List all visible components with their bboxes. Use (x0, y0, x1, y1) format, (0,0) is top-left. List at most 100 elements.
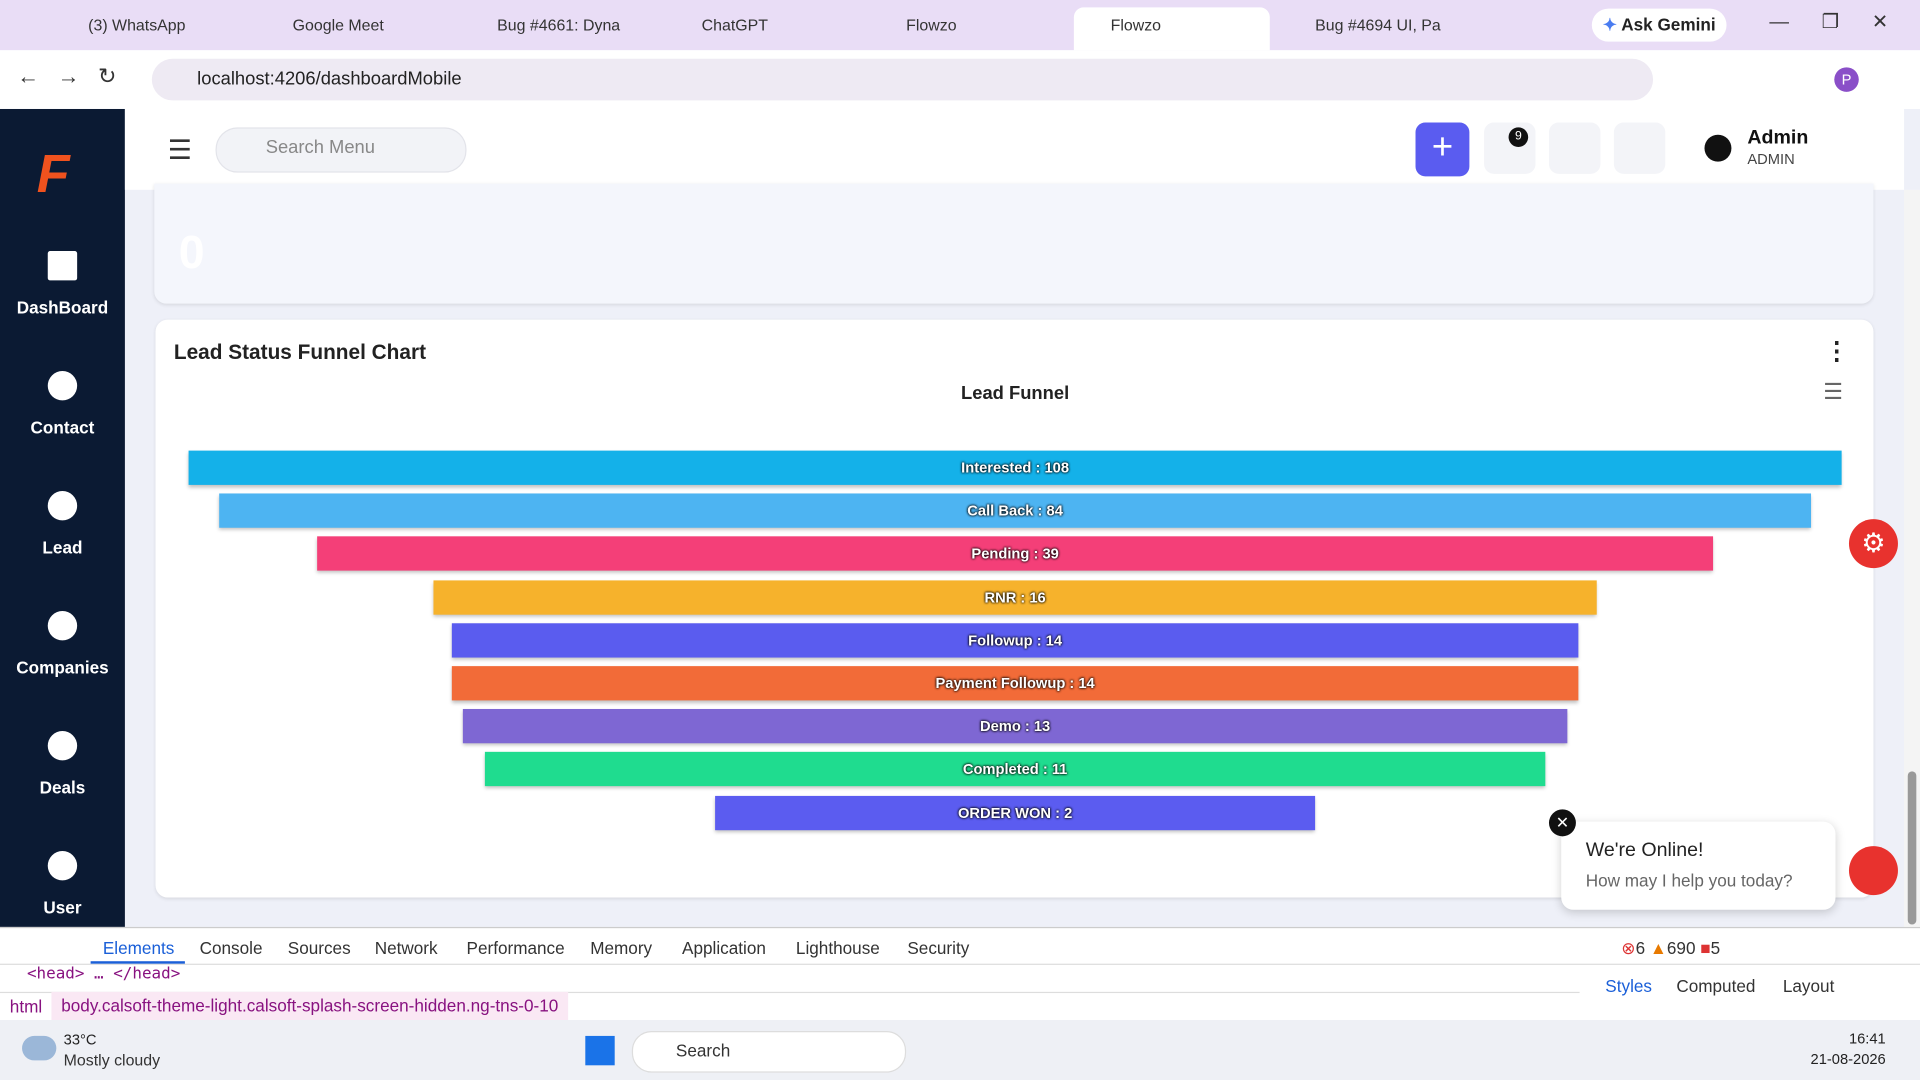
funnel-segment (451, 666, 1579, 701)
sidebar-icon (47, 731, 78, 761)
scroll-thumb[interactable] (1907, 771, 1917, 925)
sidebar-item[interactable]: Deals (39, 777, 86, 798)
sidebar-icon (47, 491, 78, 521)
funnel-label: Payment Followup : 14 (935, 674, 1095, 692)
styles-pane-tab[interactable]: Styles (1605, 975, 1652, 996)
browser-tab[interactable]: Google Meet (292, 15, 384, 35)
funnel-label: Followup : 14 (968, 631, 1063, 649)
funnel-label: Completed : 11 (962, 760, 1068, 779)
clock-time: 16:41 (1848, 1029, 1886, 1047)
funnel-label: Demo : 13 (979, 717, 1051, 735)
chat-close[interactable]: ✕ (1548, 809, 1576, 837)
chat-subtitle: How may I help you today? (1585, 870, 1793, 891)
issue-count: 5 (1710, 937, 1721, 958)
devtools-tab[interactable]: Lighthouse (795, 937, 880, 958)
active-tab (1073, 7, 1270, 51)
card-title: Lead Status Funnel Chart (173, 340, 427, 364)
counts[interactable]: ⊗6 ▲690 ■5 (1621, 937, 1721, 958)
sidebar-icon (47, 371, 78, 401)
sidebar-icon (47, 611, 78, 641)
cart-button[interactable] (1548, 122, 1601, 174)
devtools-tab[interactable]: Network (374, 937, 438, 958)
devtools-tab[interactable]: Console (199, 937, 263, 958)
sidebar-item[interactable]: User (43, 897, 82, 918)
browser-tab[interactable]: Bug #4694 UI, Pa (1315, 15, 1441, 35)
crumb[interactable]: body.calsoft-theme-light.calsoft-splash-… (51, 991, 569, 1021)
taskbar-search[interactable] (631, 1031, 907, 1073)
funnel-segment (451, 623, 1579, 658)
funnel-segment (715, 795, 1316, 830)
chart-export-menu[interactable]: ☰ (1823, 379, 1844, 405)
devtools-tab[interactable]: Sources (287, 937, 351, 958)
search-placeholder: Search Menu (265, 137, 375, 158)
user-avatar[interactable] (1704, 134, 1732, 162)
omnibox[interactable] (151, 58, 1654, 101)
menu-toggle[interactable]: ☰ (167, 134, 192, 166)
browser-tab[interactable]: Bug #4661: Dyna (497, 15, 621, 35)
funnel-label: ORDER WON : 2 (957, 803, 1073, 822)
taskbar-search-label: Search (675, 1040, 731, 1061)
settings-fab[interactable]: ⚙ (1848, 519, 1898, 569)
devtools-tab[interactable]: Memory (590, 937, 653, 958)
weather: Mostly cloudy (63, 1050, 161, 1069)
crumb[interactable]: html (9, 996, 43, 1017)
funnel-segment (317, 536, 1714, 572)
warning-count: 690 (1666, 937, 1696, 958)
add-button[interactable]: + (1415, 122, 1470, 177)
logo: F (36, 144, 70, 205)
funnel-label: Call Back : 84 (967, 502, 1063, 520)
styles-pane-tab[interactable]: Layout (1782, 975, 1835, 996)
browser-tab[interactable]: (3) WhatsApp (88, 15, 186, 35)
clock-date: 21-08-2026 (1810, 1050, 1886, 1068)
search-box[interactable] (215, 127, 467, 173)
dom-node[interactable]: <head> … </head> (26, 964, 181, 984)
start-button[interactable] (585, 1035, 615, 1066)
funnel-segment (433, 579, 1597, 615)
chat-fab[interactable] (1848, 846, 1898, 896)
funnel-label: Pending : 39 (971, 545, 1059, 563)
scrollbar (1904, 189, 1920, 927)
gemini-button[interactable]: ✦ Ask Gemini (1591, 8, 1727, 42)
chart-title: Lead Funnel (961, 383, 1070, 405)
devtools-tab[interactable]: Security (907, 937, 970, 958)
sidebar-icon (47, 251, 78, 281)
devtools-tab[interactable]: Elements (102, 937, 175, 958)
taskbar (0, 1020, 1920, 1080)
temperature: 33°C (63, 1031, 97, 1049)
chat-bubble[interactable] (1561, 821, 1836, 910)
browser-tab[interactable]: Flowzo (1110, 15, 1162, 35)
window-controls[interactable]: — ❐ ✕ (1769, 12, 1889, 34)
sidebar-item[interactable]: Lead (42, 537, 83, 558)
sidebar-item[interactable]: Companies (16, 657, 109, 678)
ai-button[interactable] (1613, 122, 1666, 174)
sidebar-item[interactable]: Contact (30, 417, 95, 438)
error-count: 6 (1635, 937, 1646, 958)
profile-avatar[interactable]: P (1834, 67, 1859, 92)
funnel-label: Interested : 108 (961, 459, 1069, 477)
user-role: ADMIN (1747, 150, 1795, 168)
devtools-tab[interactable]: Performance (466, 937, 565, 958)
funnel-segment (462, 709, 1568, 744)
stat-card (154, 183, 1874, 304)
funnel-segment (484, 752, 1546, 787)
devtools-tab[interactable]: Application (682, 937, 766, 958)
sidebar-icon (47, 851, 78, 881)
funnel-label: RNR : 16 (984, 588, 1046, 606)
browser-tab[interactable]: Flowzo (906, 15, 957, 35)
sidebar-item[interactable]: DashBoard (16, 297, 109, 318)
active-devtab (90, 961, 185, 964)
funnel-segment (219, 493, 1812, 528)
chat-title: We're Online! (1585, 840, 1704, 861)
browser-tab[interactable]: ChatGPT (701, 15, 768, 35)
styles-pane-tab[interactable]: Computed (1676, 975, 1756, 996)
divider (0, 963, 1920, 965)
user-name: Admin (1747, 127, 1809, 149)
stat-value: 0 (178, 227, 205, 280)
notification-badge: 9 (1508, 127, 1529, 147)
nav-buttons[interactable]: ← → ↻ (17, 63, 117, 89)
url: localhost:4206/dashboardMobile (197, 68, 462, 90)
card-menu[interactable]: ⋮ (1824, 337, 1849, 365)
gemini-label: Ask Gemini (1621, 14, 1716, 35)
